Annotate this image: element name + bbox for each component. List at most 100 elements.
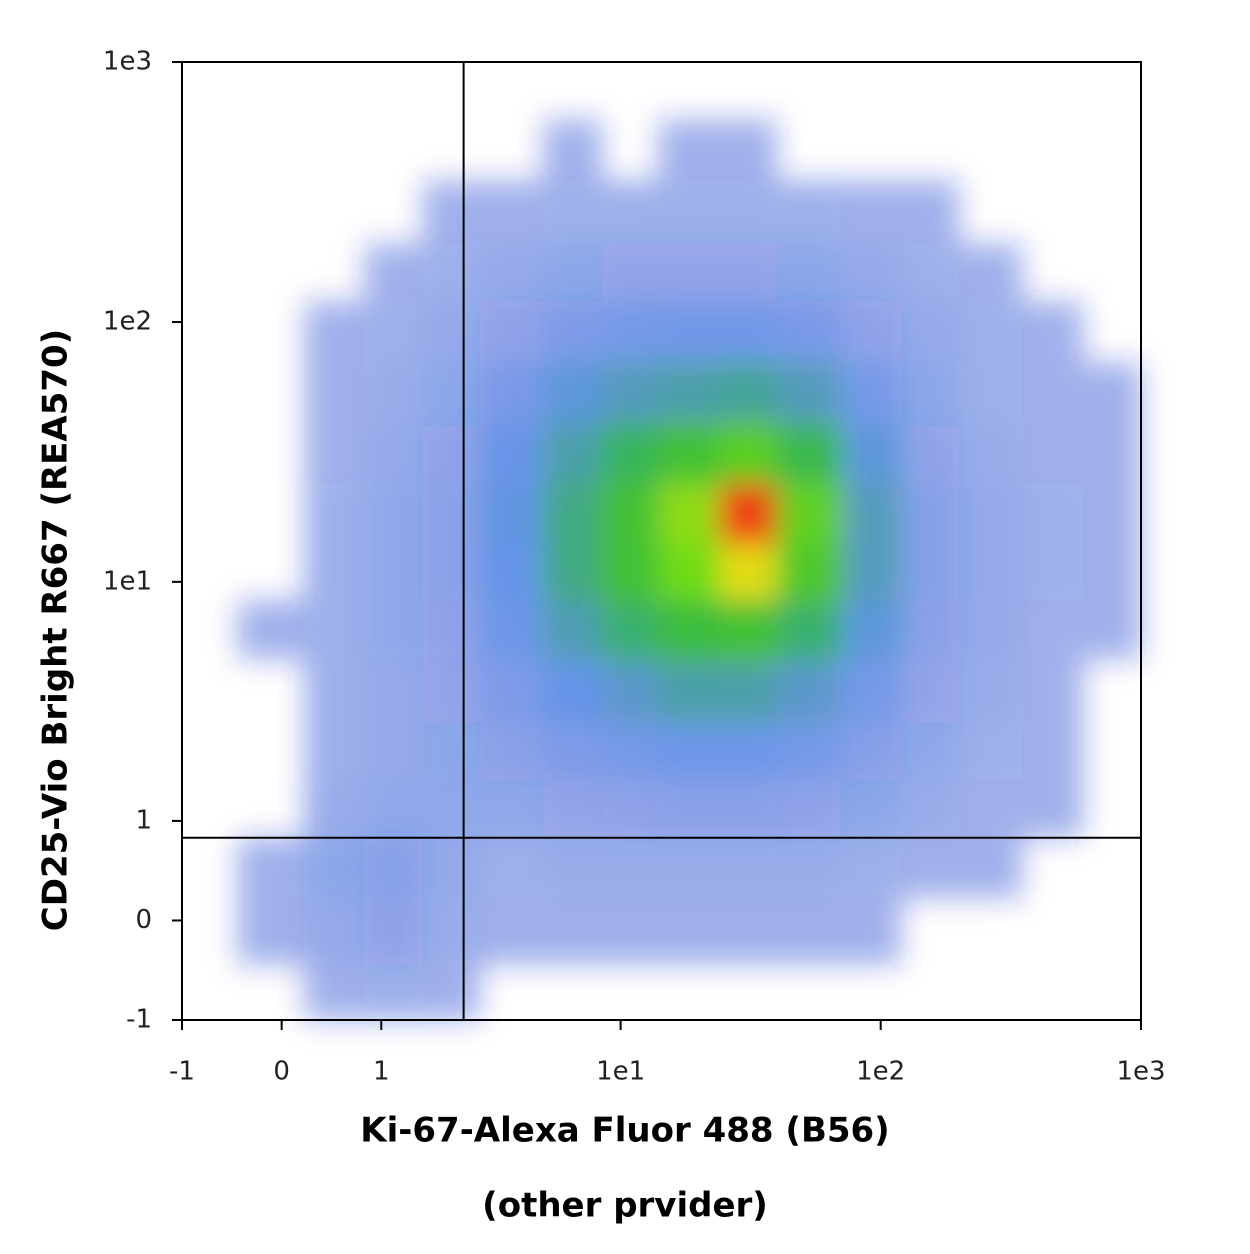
density-cell [304,837,365,899]
density-cell [719,243,778,302]
density-cell [543,898,603,965]
density-cell [719,779,778,838]
density-cell [543,837,603,899]
density-cell [777,779,841,838]
density-cell [304,722,365,780]
x-tick-label: 1e3 [1116,1057,1165,1087]
density-cell [901,659,960,723]
density-cell [422,659,480,723]
density-cell [364,243,423,302]
density-cell [422,362,480,426]
density-cell [777,659,841,723]
density-cell [658,898,720,965]
density-cell [777,362,841,426]
density-cell [719,180,778,244]
density-cell [479,362,544,426]
density-cell [602,722,659,780]
density-cell [479,600,544,660]
density-cell [364,301,423,363]
density-cell [1083,425,1141,484]
density-cell [602,837,659,899]
density-cell [422,301,480,363]
density-cell [719,425,778,484]
density-cell [543,362,603,426]
density-cell [658,301,720,363]
y-tick-label: 0 [135,905,152,935]
density-cell [364,779,423,838]
density-cell [901,722,960,780]
density-cell [479,301,544,363]
density-cell [959,543,1023,601]
density-cell [840,301,902,363]
density-cell [840,483,902,544]
density-cell [658,425,720,484]
density-cell [658,119,720,181]
density-cell [543,483,603,544]
density-cell [658,722,720,780]
density-cell [543,659,603,723]
density-cell [602,543,659,601]
density-cell [777,243,841,302]
density-cell [959,722,1023,780]
density-cell [840,180,902,244]
density-cell [543,722,603,780]
density-cell [304,600,365,660]
density-cell [1022,362,1084,426]
density-cell [901,180,960,244]
density-cell [422,722,480,780]
density-cell [479,659,544,723]
density-cell [479,243,544,302]
density-cell [1022,543,1084,601]
density-cell [959,779,1023,838]
density-cell [658,543,720,601]
density-cell [719,722,778,780]
density-cell [422,243,480,302]
density-cell [719,301,778,363]
density-cell [840,543,902,601]
density-cell [777,722,841,780]
density-cell [364,483,423,544]
density-cell [422,964,480,1020]
x-tick-label: 1 [373,1057,390,1087]
density-cell [959,301,1023,363]
density-cell [959,483,1023,544]
density-cell [364,837,423,899]
density-cell [422,180,480,244]
density-cell [901,362,960,426]
density-cell [304,659,365,723]
density-cell [543,543,603,601]
y-tick-label: 1e3 [103,47,152,77]
density-cell [658,243,720,302]
density-cell [1022,722,1084,780]
density-cell [777,483,841,544]
density-cell [901,600,960,660]
density-cell [304,964,365,1020]
density-cell [719,837,778,899]
density-cell [840,837,902,899]
density-cell [479,425,544,484]
density-cell [304,362,365,426]
density-cell [304,425,365,484]
x-tick-label: 0 [273,1057,290,1087]
density-cell [602,779,659,838]
density-cell [719,119,778,181]
density-cell [364,362,423,426]
density-cell [959,243,1023,302]
density-cell [304,898,365,965]
density-cell [901,243,960,302]
density-cell [777,898,841,965]
density-cell [840,600,902,660]
density-layer [237,119,1141,1020]
density-cell [777,425,841,484]
density-cell [543,243,603,302]
density-cell [1022,301,1084,363]
density-cell [719,659,778,723]
density-cell [840,779,902,838]
density-cell [777,543,841,601]
density-cell [959,837,1023,899]
density-cell [479,722,544,780]
y-tick-label: 1e1 [103,566,152,596]
density-cell [543,119,603,181]
density-cell [304,483,365,544]
